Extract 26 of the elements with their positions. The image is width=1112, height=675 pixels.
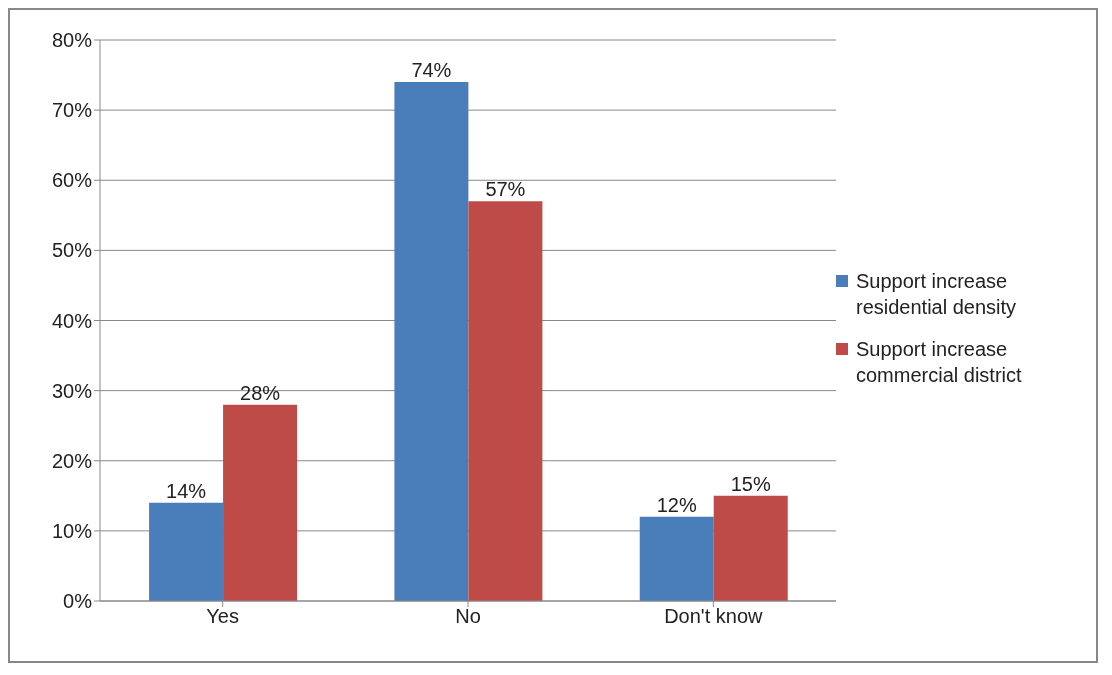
x-tick-label: No	[455, 605, 481, 628]
bar	[468, 201, 543, 601]
y-tick-label: 70%	[51, 99, 93, 122]
legend-label: Support increase residential density	[856, 268, 1018, 320]
bar	[149, 502, 224, 601]
y-tick-label: 60%	[51, 169, 93, 192]
data-label: 15%	[730, 472, 771, 495]
data-label: 57%	[485, 178, 526, 201]
y-tick-label: 20%	[51, 449, 93, 472]
data-label: 12%	[656, 493, 697, 516]
y-tick-label: 0%	[63, 590, 93, 613]
bar	[713, 495, 788, 601]
bar	[394, 82, 469, 601]
x-tick-label: Yes	[206, 605, 239, 628]
bar	[223, 404, 298, 601]
x-tick-label: Don't know	[664, 605, 764, 628]
data-label: 74%	[411, 59, 452, 82]
bar	[639, 516, 714, 601]
y-tick-label: 40%	[51, 309, 93, 332]
data-label: 28%	[240, 381, 281, 404]
legend-label: Support increase commercial district	[856, 336, 1023, 388]
y-tick-label: 80%	[51, 29, 93, 52]
y-tick-label: 50%	[51, 239, 93, 262]
y-tick-label: 10%	[51, 519, 93, 542]
data-label: 14%	[166, 479, 207, 502]
y-tick-label: 30%	[51, 379, 93, 402]
